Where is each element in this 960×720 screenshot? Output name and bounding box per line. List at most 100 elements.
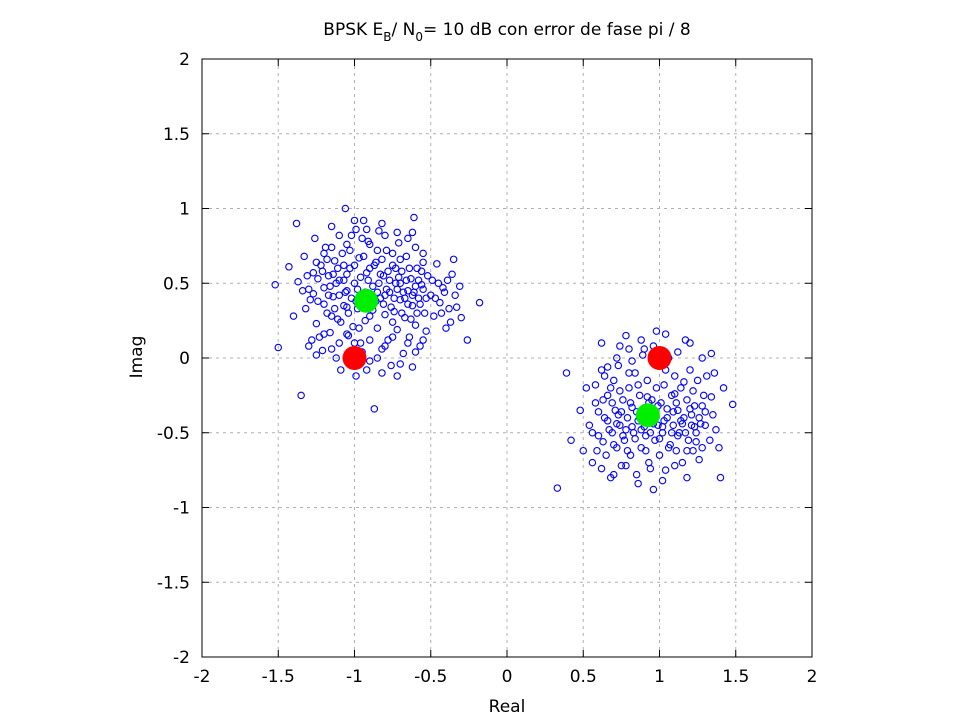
noisy-symbol-point	[698, 354, 706, 362]
noisy-symbol-point	[384, 267, 392, 276]
x-tick-label: 1.5	[722, 667, 749, 687]
noisy-symbol-point	[411, 321, 420, 329]
noisy-symbol-point	[709, 411, 717, 419]
noisy-symbol-point	[326, 328, 334, 337]
noisy-symbol-point	[436, 298, 444, 307]
noisy-symbol-point	[422, 294, 430, 302]
y-tick-label: -1	[173, 499, 190, 519]
noisy-symbol-point	[695, 455, 703, 464]
noisy-symbol-point	[419, 336, 427, 344]
noisy-symbol-point	[632, 470, 641, 479]
noisy-symbol-point	[443, 276, 452, 285]
noisy-symbol-point	[364, 276, 372, 285]
noisy-symbol-point	[340, 261, 348, 270]
noisy-symbol-point	[603, 391, 612, 400]
noisy-symbol-point	[347, 231, 356, 240]
noisy-symbol-point	[698, 402, 706, 410]
noisy-symbol-point	[419, 258, 427, 267]
noisy-symbol-point	[393, 325, 401, 334]
noisy-symbol-point	[398, 267, 406, 276]
noisy-symbol-point	[388, 333, 397, 341]
noisy-symbol-point	[672, 399, 681, 407]
noisy-symbol-point	[457, 313, 465, 322]
noisy-symbol-point	[681, 428, 690, 437]
noisy-symbol-point	[634, 381, 642, 389]
noisy-symbol-point	[408, 363, 417, 371]
noisy-symbol-point	[593, 446, 601, 455]
noisy-symbol-point	[350, 279, 359, 287]
noisy-symbol-point	[289, 312, 298, 320]
noisy-symbol-point	[321, 243, 330, 252]
noisy-symbol-point	[311, 234, 319, 243]
noisy-symbol-point	[690, 402, 699, 410]
noisy-symbol-point	[381, 231, 389, 240]
noisy-symbol-point	[375, 279, 383, 287]
x-tick-label: -2	[194, 667, 211, 687]
noisy-symbol-point	[638, 351, 647, 359]
noisy-symbol-point	[620, 436, 629, 444]
noisy-symbol-point	[390, 294, 398, 302]
noisy-symbol-point	[343, 240, 351, 249]
x-axis-label: Real	[489, 697, 526, 717]
noisy-symbol-point	[402, 252, 411, 261]
noisy-symbol-point	[381, 342, 389, 350]
noisy-symbol-point	[355, 254, 363, 262]
noisy-symbol-point	[684, 436, 693, 444]
noisy-symbol-point	[388, 249, 397, 258]
noisy-symbol-point	[609, 470, 618, 479]
noisy-symbol-point	[292, 219, 301, 228]
noisy-symbol-point	[405, 264, 414, 273]
noisy-symbol-point	[343, 303, 351, 311]
noisy-symbol-point	[623, 446, 632, 455]
noisy-symbol-point	[324, 291, 333, 299]
noisy-symbol-point	[330, 257, 339, 265]
noisy-symbol-point	[346, 264, 354, 273]
noisy-symbol-point	[687, 411, 696, 419]
grid-lines	[202, 59, 812, 657]
noisy-symbol-point	[329, 270, 337, 279]
noisy-symbol-point	[338, 249, 347, 258]
noisy-symbol-point	[373, 354, 382, 362]
noisy-symbol-point	[674, 406, 682, 415]
noisy-symbol-point	[381, 310, 389, 319]
noisy-symbol-point	[652, 327, 661, 335]
noisy-symbol-point	[379, 300, 388, 308]
noisy-symbol-point	[695, 414, 703, 422]
noisy-symbol-point	[701, 421, 709, 430]
noisy-symbol-point	[300, 252, 308, 261]
noisy-symbol-point	[674, 348, 682, 356]
noisy-symbol-point	[699, 391, 708, 400]
noisy-symbol-point	[609, 440, 618, 449]
noisy-symbol-point	[706, 436, 714, 444]
noisy-symbol-point	[355, 324, 363, 332]
noisy-symbol-point	[690, 423, 699, 431]
chart-title: BPSK EB/ N0= 10 dB con error de fase pi …	[323, 20, 690, 44]
noisy-symbol-point	[350, 261, 359, 270]
noisy-symbol-point	[686, 405, 694, 413]
noisy-symbol-point	[362, 225, 371, 234]
noisy-symbol-point	[660, 381, 668, 389]
title-mid: / N	[392, 20, 416, 40]
noisy-symbol-point	[661, 466, 670, 474]
noisy-symbol-point	[698, 443, 706, 452]
noisy-symbol-point	[686, 366, 694, 374]
noisy-symbol-point	[335, 339, 343, 347]
noisy-symbol-point	[405, 333, 414, 341]
ideal-symbol-point	[647, 346, 672, 370]
noisy-symbol-point	[407, 275, 415, 283]
noisy-symbol-point	[445, 304, 453, 313]
noisy-symbol-point	[381, 291, 389, 299]
noisy-symbol-point	[411, 282, 420, 290]
noisy-symbol-point	[616, 387, 624, 395]
noisy-symbol-point	[323, 309, 331, 317]
noisy-symbol-point	[375, 227, 383, 235]
noisy-symbol-point	[304, 342, 313, 350]
plot-frame	[201, 58, 813, 658]
noisy-symbol-point	[404, 300, 412, 308]
noisy-symbol-point	[594, 431, 603, 440]
noisy-symbol-point	[327, 312, 336, 320]
noisy-symbol-point	[613, 420, 621, 428]
noisy-symbol-point	[271, 280, 279, 289]
noisy-symbol-point	[309, 289, 318, 298]
